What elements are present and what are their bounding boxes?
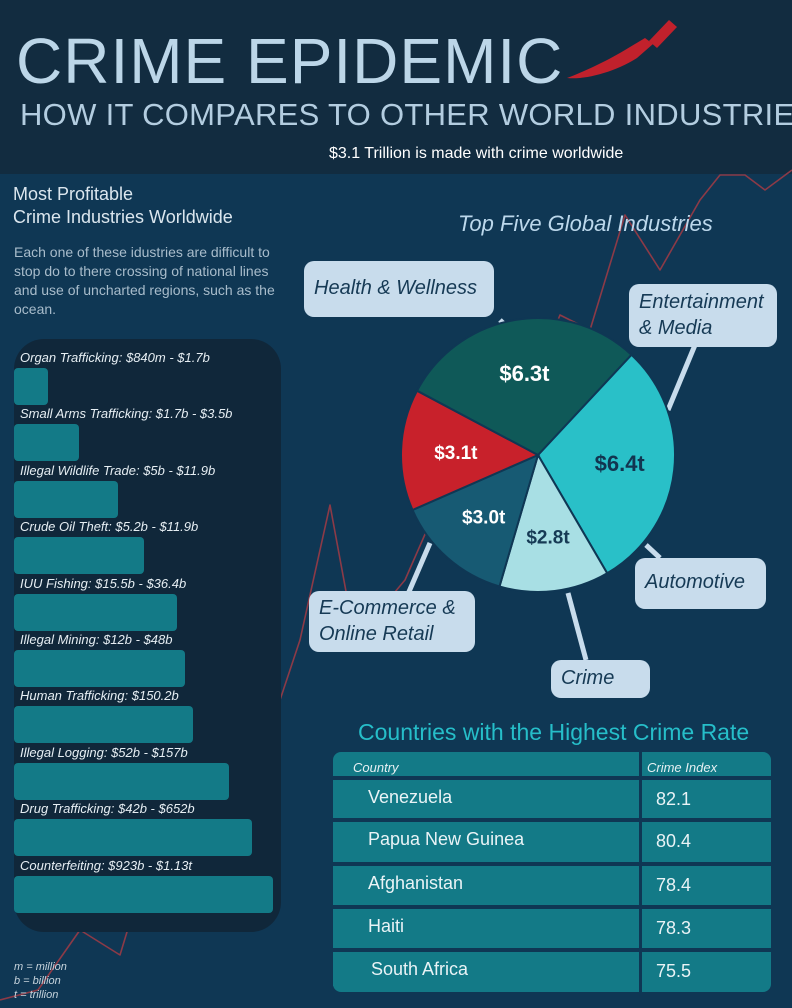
column-header-crime-index: Crime Index bbox=[647, 760, 718, 775]
callout-ecommerce: E-Commerce & Online Retail bbox=[309, 591, 475, 652]
table-row bbox=[333, 780, 639, 814]
table-row bbox=[333, 822, 639, 856]
cell-crime-index: 78.4 bbox=[656, 875, 692, 895]
pie-slice-label: $6.3t bbox=[499, 361, 550, 386]
page-subtitle: HOW IT COMPARES TO OTHER WORLD INDUSTRIE… bbox=[20, 97, 792, 132]
pie-slice bbox=[411, 453, 540, 588]
row-divider bbox=[333, 818, 771, 822]
cell-crime-index: 78.3 bbox=[656, 918, 692, 938]
crime-industries-heading: Most Profitable Crime Industries Worldwi… bbox=[13, 183, 293, 229]
pie-slice-label: $2.8t bbox=[526, 528, 570, 549]
callout-crime: Crime bbox=[551, 660, 650, 698]
pie-slice bbox=[400, 389, 541, 512]
column-header-country: Country bbox=[353, 760, 399, 775]
heading-line-2: Crime Industries Worldwide bbox=[13, 207, 233, 227]
legend-billion: b = billion bbox=[14, 975, 61, 987]
bar-label: Illegal Mining: $12b - $48b bbox=[20, 632, 173, 647]
bar-label: Human Trafficking: $150.2b bbox=[20, 688, 179, 704]
cell-crime-index: 82.1 bbox=[656, 789, 692, 809]
bar bbox=[14, 819, 253, 857]
table-row bbox=[333, 909, 639, 943]
cell-country: Venezuela bbox=[368, 787, 453, 807]
column-divider bbox=[639, 752, 642, 992]
bar-label: Small Arms Trafficking: $1.7b - $3.5b bbox=[20, 406, 233, 422]
pie-slice bbox=[536, 353, 676, 575]
crime-rate-table: Country Crime Index Venezuela 82.1 Papua N… bbox=[333, 752, 771, 992]
bar bbox=[14, 537, 144, 575]
knife-icon bbox=[567, 20, 677, 79]
pie-slice-label: $3.1t bbox=[434, 443, 478, 464]
header-banner bbox=[0, 0, 792, 174]
callout-ecommerce-line-2: Online Retail bbox=[319, 623, 434, 645]
callout-health-wellness: Health & Wellness bbox=[304, 261, 494, 317]
callout-entertainment-line-1: Entertainment bbox=[639, 291, 764, 313]
callout-connector bbox=[565, 592, 589, 661]
bar bbox=[14, 875, 273, 913]
page-title: CRIME EPIDEMIC bbox=[16, 25, 564, 97]
cell-crime-index: 75.5 bbox=[656, 961, 692, 981]
pie-slice bbox=[498, 452, 609, 593]
unit-legend: m = million b = billion t = trillion bbox=[14, 960, 67, 1002]
cell-country: Haiti bbox=[368, 916, 405, 936]
row-divider bbox=[333, 776, 771, 780]
row-divider bbox=[333, 905, 771, 909]
bar bbox=[14, 593, 178, 631]
crime-rate-table-title: Countries with the Highest Crime Rate bbox=[358, 719, 750, 745]
cell-country: Afghanistan bbox=[368, 873, 464, 893]
pie-slice-label: $6.4t bbox=[595, 451, 646, 476]
callout-connector bbox=[405, 542, 433, 595]
table-row bbox=[333, 952, 639, 986]
callout-connector bbox=[644, 543, 662, 560]
bar-label: Organ Trafficking: $840m - $1.7b bbox=[20, 350, 210, 365]
row-divider bbox=[333, 948, 771, 952]
callout-entertainment-line-2: & Media bbox=[639, 317, 713, 339]
callout-entertainment-media: Entertainment & Media bbox=[629, 284, 777, 347]
bar-label: Crude Oil Theft: $5.2b - $11.9b bbox=[20, 519, 199, 535]
bar-label: Drug Trafficking: $42b - $652b bbox=[20, 801, 195, 817]
bar-label: Counterfeiting: $923b - $1.13t bbox=[20, 857, 193, 873]
bar-label: IUU Fishing: $15.5b - $36.4b bbox=[20, 575, 187, 591]
cell-crime-index: 80.4 bbox=[656, 831, 692, 851]
legend-million: m = million bbox=[14, 961, 67, 973]
callout-automotive: Automotive bbox=[635, 558, 766, 609]
bar bbox=[14, 650, 185, 687]
pie-chart-title: Top Five Global Industries bbox=[458, 211, 713, 236]
row-divider bbox=[333, 862, 771, 866]
heading-line-1: Most Profitable bbox=[13, 184, 134, 204]
bar bbox=[14, 706, 193, 744]
tagline: $3.1 Trillion is made with crime worldwi… bbox=[329, 145, 624, 162]
legend-trillion: t = trillion bbox=[14, 989, 59, 1001]
bar bbox=[14, 368, 48, 405]
callout-ecommerce-line-1: E-Commerce & bbox=[319, 597, 456, 619]
bar bbox=[14, 480, 118, 518]
pie-slice-label: $3.0t bbox=[462, 508, 506, 529]
bar bbox=[14, 762, 229, 800]
bar-label: Illegal Logging: $52b - $157b bbox=[20, 744, 188, 760]
bar bbox=[14, 424, 79, 462]
table-row bbox=[333, 866, 639, 900]
cell-country: South Africa bbox=[371, 959, 469, 979]
crime-industries-description: Each one of these idustries are difficul… bbox=[14, 244, 275, 317]
callout-connector bbox=[665, 344, 698, 411]
bar-label: Illegal Wildlife Trade: $5b - $11.9b bbox=[20, 462, 216, 478]
cell-country: Papua New Guinea bbox=[368, 829, 525, 849]
pie-slice bbox=[415, 317, 633, 457]
